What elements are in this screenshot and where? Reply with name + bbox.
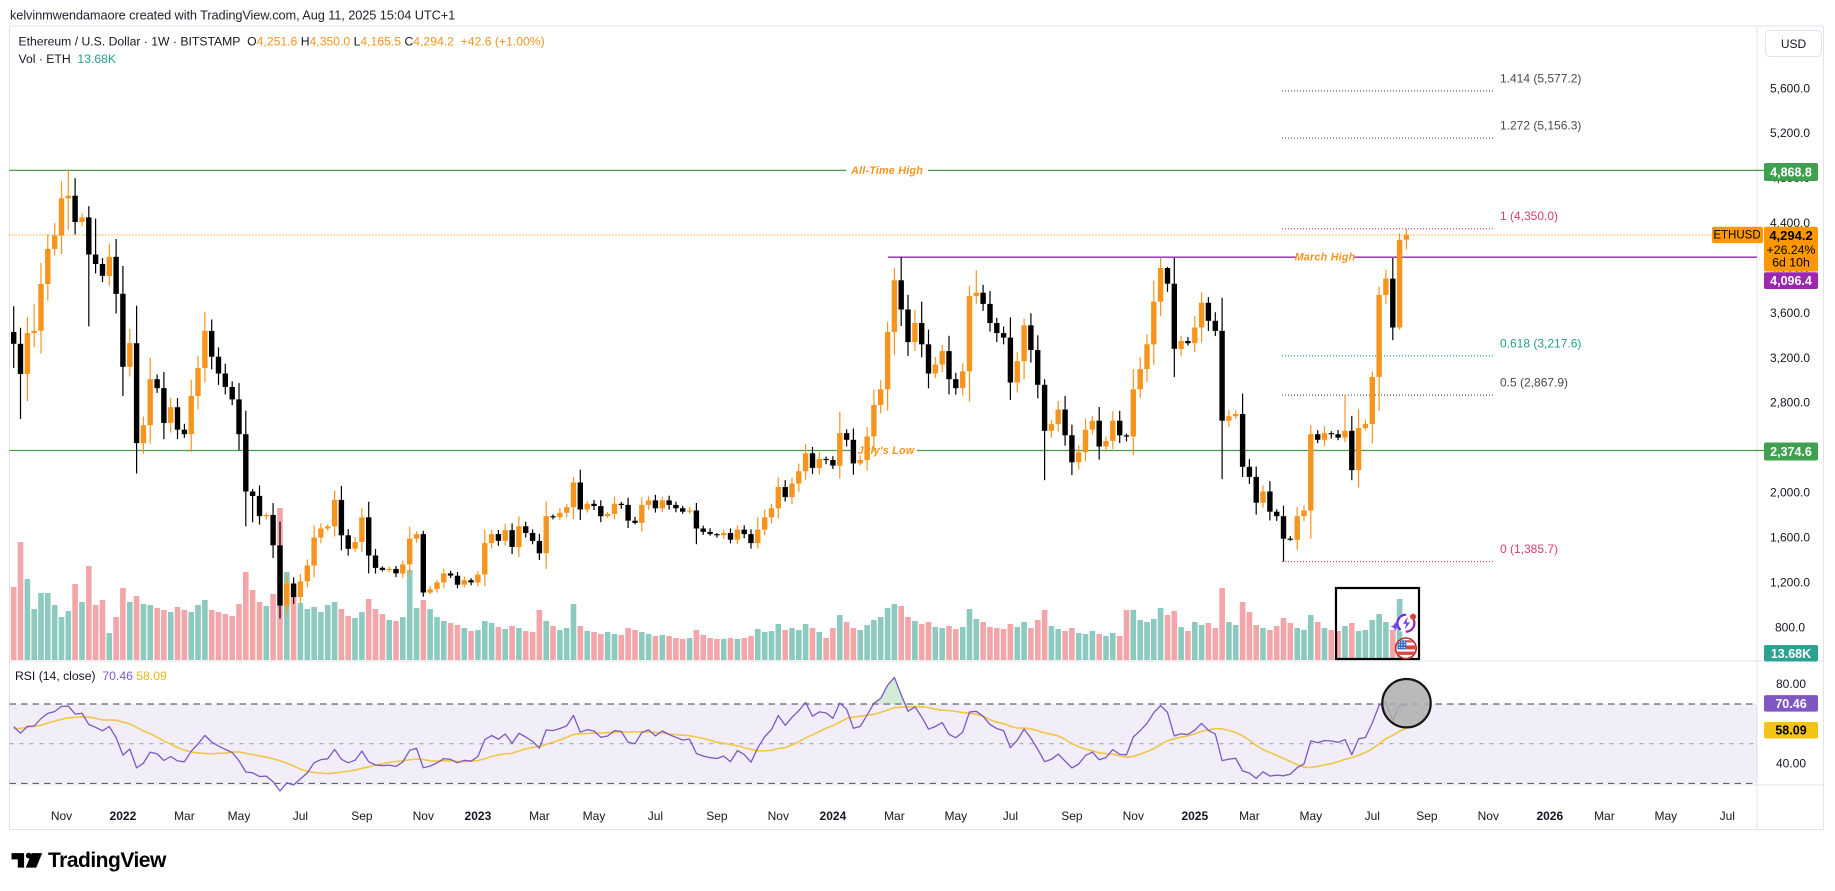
svg-text:Jul: Jul <box>648 809 663 823</box>
svg-text:May: May <box>1299 809 1322 823</box>
svg-text:58.09: 58.09 <box>1775 724 1806 738</box>
svg-text:July's Low: July's Low <box>858 445 915 457</box>
svg-text:March High: March High <box>1295 252 1356 264</box>
svg-text:Nov: Nov <box>1123 809 1144 823</box>
svg-text:40.00: 40.00 <box>1776 757 1806 771</box>
svg-text:5,600.0: 5,600.0 <box>1770 81 1810 95</box>
svg-text:0.5 (2,867.9): 0.5 (2,867.9) <box>1500 376 1568 390</box>
svg-text:2,374.6: 2,374.6 <box>1770 445 1812 459</box>
svg-text:Nov: Nov <box>768 809 789 823</box>
svg-text:4,868.8: 4,868.8 <box>1770 166 1812 180</box>
svg-text:+26.24%: +26.24% <box>1767 243 1816 257</box>
svg-text:80.00: 80.00 <box>1776 677 1806 691</box>
svg-text:May: May <box>228 809 251 823</box>
svg-text:May: May <box>583 809 606 823</box>
svg-text:4,294.2: 4,294.2 <box>1769 228 1812 243</box>
svg-text:Mar: Mar <box>174 809 195 823</box>
svg-text:6d 10h: 6d 10h <box>1772 255 1810 269</box>
svg-text:kelvinmwendamaore created with: kelvinmwendamaore created with TradingVi… <box>10 8 455 23</box>
svg-text:Nov: Nov <box>1478 809 1499 823</box>
svg-text:4,096.4: 4,096.4 <box>1770 274 1812 288</box>
svg-text:Ethereum / U.S. Dollar · 1W ·: Ethereum / U.S. Dollar · 1W · BITSTAMP O… <box>19 35 545 49</box>
svg-text:13.68K: 13.68K <box>1771 647 1811 661</box>
svg-text:Sep: Sep <box>351 809 373 823</box>
svg-text:Jul: Jul <box>1720 809 1735 823</box>
svg-text:May: May <box>1654 809 1677 823</box>
svg-text:800.0: 800.0 <box>1775 620 1805 634</box>
svg-text:1 (4,350.0): 1 (4,350.0) <box>1500 209 1558 223</box>
svg-text:2025: 2025 <box>1181 809 1208 823</box>
svg-text:RSI (14, close) 70.46 58.09: RSI (14, close) 70.46 58.09 <box>15 669 167 683</box>
svg-text:2022: 2022 <box>110 809 137 823</box>
svg-text:5,200.0: 5,200.0 <box>1770 126 1810 140</box>
svg-text:2023: 2023 <box>465 809 492 823</box>
svg-text:ETHUSD: ETHUSD <box>1713 229 1760 241</box>
svg-text:2026: 2026 <box>1536 809 1563 823</box>
svg-text:1.272 (5,156.3): 1.272 (5,156.3) <box>1500 119 1581 133</box>
svg-text:1.414 (5,577.2): 1.414 (5,577.2) <box>1500 71 1581 85</box>
svg-text:All-Time High: All-Time High <box>850 165 923 177</box>
svg-text:70.46: 70.46 <box>1775 697 1806 711</box>
svg-text:3,600.0: 3,600.0 <box>1770 306 1810 320</box>
svg-text:2,000.0: 2,000.0 <box>1770 486 1810 500</box>
svg-text:USD: USD <box>1781 37 1807 51</box>
svg-text:Sep: Sep <box>1416 809 1438 823</box>
svg-text:Mar: Mar <box>529 809 550 823</box>
svg-text:4,400.0: 4,400.0 <box>1770 216 1810 230</box>
svg-text:Sep: Sep <box>1061 809 1083 823</box>
svg-text:Nov: Nov <box>51 809 72 823</box>
svg-text:Jul: Jul <box>293 809 308 823</box>
svg-text:Mar: Mar <box>884 809 905 823</box>
svg-text:2,800.0: 2,800.0 <box>1770 396 1810 410</box>
svg-text:1,600.0: 1,600.0 <box>1770 531 1810 545</box>
svg-text:3,200.0: 3,200.0 <box>1770 351 1810 365</box>
svg-text:0 (1,385.7): 0 (1,385.7) <box>1500 542 1558 556</box>
svg-text:Nov: Nov <box>413 809 434 823</box>
svg-text:0.618 (3,217.6): 0.618 (3,217.6) <box>1500 336 1581 350</box>
svg-text:Vol · ETH 13.68K: Vol · ETH 13.68K <box>19 52 117 66</box>
svg-text:Mar: Mar <box>1239 809 1260 823</box>
svg-text:Jul: Jul <box>1003 809 1018 823</box>
svg-text:TradingView: TradingView <box>48 849 167 872</box>
svg-text:1,200.0: 1,200.0 <box>1770 575 1810 589</box>
svg-text:May: May <box>944 809 967 823</box>
svg-text:Jul: Jul <box>1365 809 1380 823</box>
svg-text:Mar: Mar <box>1594 809 1615 823</box>
svg-text:2024: 2024 <box>820 809 847 823</box>
svg-text:Sep: Sep <box>706 809 728 823</box>
